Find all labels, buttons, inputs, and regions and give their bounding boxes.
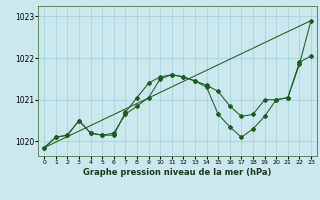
X-axis label: Graphe pression niveau de la mer (hPa): Graphe pression niveau de la mer (hPa): [84, 168, 272, 177]
